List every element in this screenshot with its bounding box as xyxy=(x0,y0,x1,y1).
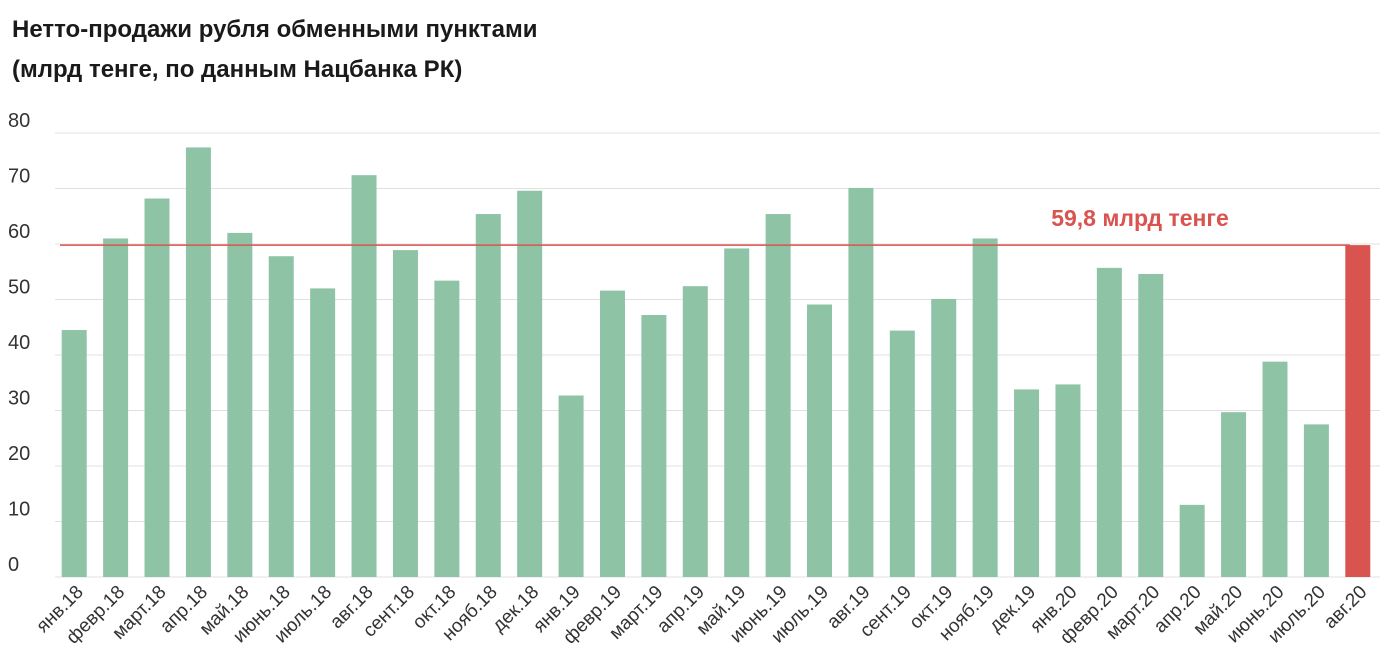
bar xyxy=(765,214,791,577)
bar xyxy=(392,250,418,578)
bar xyxy=(1138,273,1164,577)
bar xyxy=(351,175,377,577)
bar xyxy=(268,256,294,577)
bar xyxy=(144,198,170,578)
bar xyxy=(1262,361,1288,577)
bar xyxy=(889,330,915,577)
bar xyxy=(475,214,501,577)
bar xyxy=(310,288,336,577)
bar xyxy=(103,238,129,577)
bar xyxy=(1014,389,1040,577)
bar xyxy=(1055,384,1081,577)
y-tick-label: 30 xyxy=(8,388,30,410)
bar xyxy=(807,304,833,577)
bar xyxy=(848,187,874,577)
chart-title-line1: Нетто-продажи рубля обменными пунктами xyxy=(12,16,538,43)
bar xyxy=(61,330,87,577)
bar xyxy=(185,147,211,577)
bar xyxy=(227,232,253,577)
chart-title: Нетто-продажи рубля обменными пунктами (… xyxy=(12,10,537,90)
bar xyxy=(1179,504,1205,577)
y-tick-label: 80 xyxy=(8,110,30,132)
y-tick-label: 50 xyxy=(8,277,30,299)
y-tick-label: 20 xyxy=(8,443,30,465)
bar xyxy=(558,395,584,577)
bar xyxy=(1096,267,1122,577)
bar xyxy=(641,315,667,577)
bar xyxy=(931,298,957,577)
chart-title-line2: (млрд тенге, по данным Нацбанка РК) xyxy=(12,56,463,83)
bar xyxy=(599,290,625,577)
bar xyxy=(434,280,460,577)
bar-highlighted xyxy=(1345,245,1371,578)
y-tick-label: 40 xyxy=(8,332,30,354)
bar xyxy=(682,286,708,577)
bar xyxy=(724,248,750,577)
bar xyxy=(517,190,543,577)
bar xyxy=(1303,424,1329,577)
bar xyxy=(972,238,998,577)
x-tick-label: авг.20 xyxy=(1320,582,1371,633)
bar-layer xyxy=(61,147,1371,578)
y-tick-label: 10 xyxy=(8,499,30,521)
y-tick-label: 70 xyxy=(8,166,30,188)
reference-line-label: 59,8 млрд тенге xyxy=(1051,205,1229,231)
reference-layer: 59,8 млрд тенге xyxy=(60,205,1350,246)
y-tick-label: 0 xyxy=(8,554,19,576)
y-tick-label: 60 xyxy=(8,221,30,243)
bar xyxy=(1221,412,1247,577)
